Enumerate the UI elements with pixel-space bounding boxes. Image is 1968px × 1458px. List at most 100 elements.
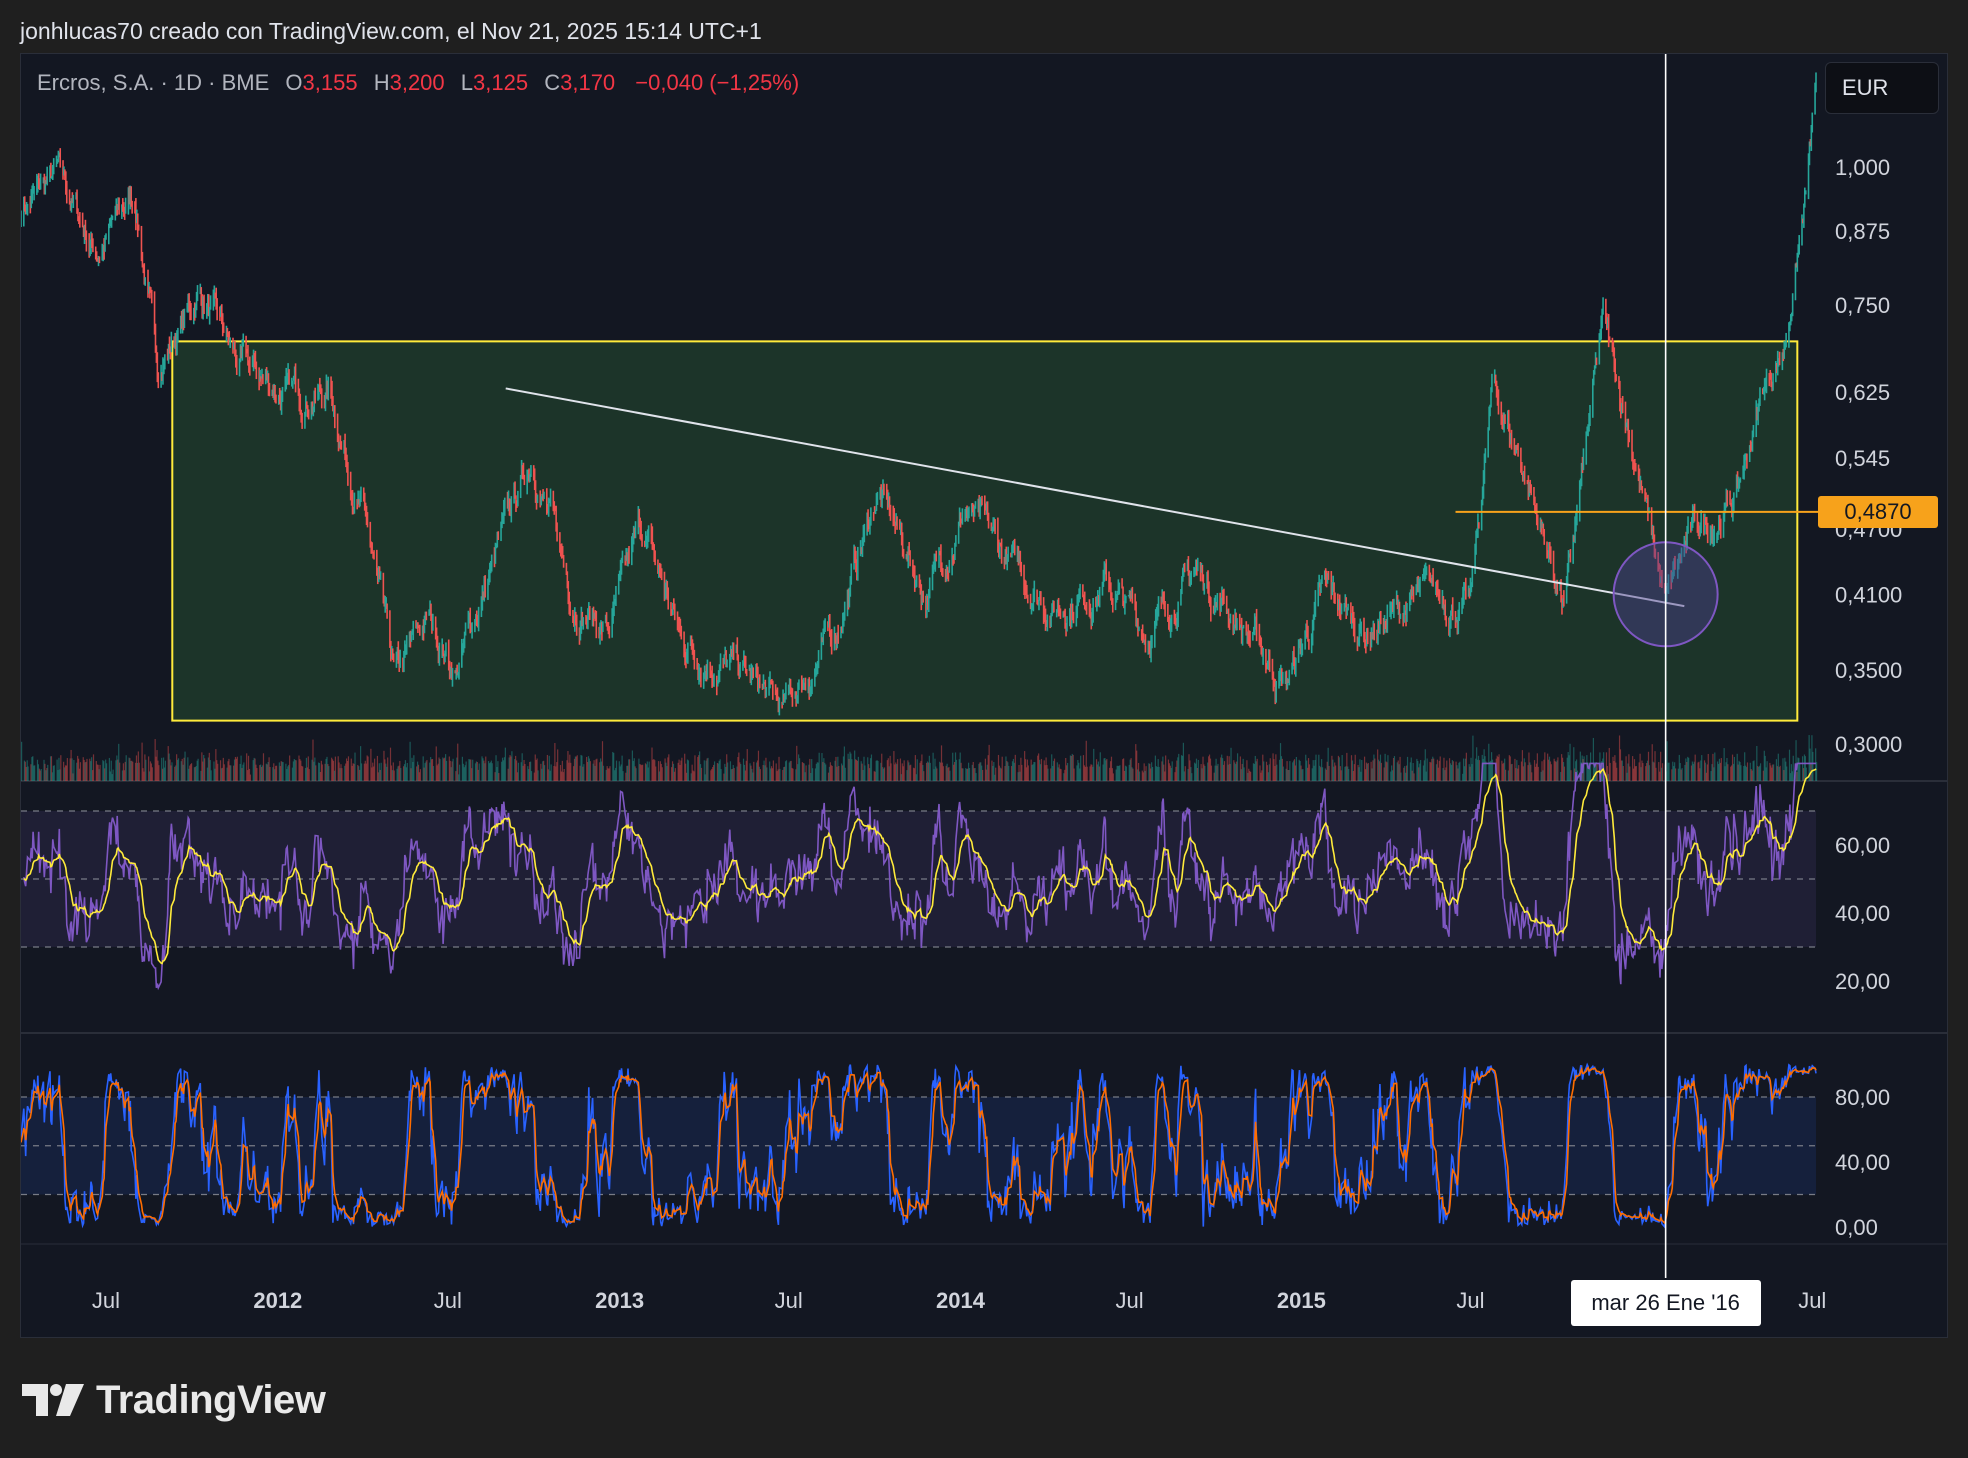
volume-bar bbox=[1005, 756, 1007, 781]
volume-bar bbox=[1442, 768, 1444, 781]
volume-bar bbox=[829, 762, 831, 781]
volume-bar bbox=[162, 757, 165, 781]
volume-bar bbox=[320, 760, 322, 781]
volume-bar bbox=[955, 759, 958, 781]
volume-bar bbox=[409, 741, 411, 781]
volume-bar bbox=[308, 769, 310, 781]
volume-bar bbox=[331, 759, 334, 781]
low-value: 3,125 bbox=[473, 70, 529, 95]
volume-bar bbox=[1605, 752, 1608, 781]
volume-bar bbox=[1093, 748, 1095, 781]
volume-bar bbox=[595, 759, 597, 781]
volume-bar bbox=[1450, 764, 1453, 781]
volume-bar bbox=[680, 760, 682, 781]
volume-bar bbox=[435, 746, 437, 781]
volume-bar bbox=[314, 757, 316, 781]
volume-bar bbox=[1788, 749, 1791, 781]
volume-bar bbox=[462, 763, 464, 781]
volume-bar bbox=[301, 765, 303, 781]
tradingview-logo[interactable]: TradingView bbox=[22, 1370, 326, 1430]
volume-bar bbox=[217, 763, 219, 781]
volume-bar bbox=[490, 760, 492, 781]
volume-bar bbox=[1452, 761, 1454, 781]
volume-bar bbox=[1217, 763, 1219, 781]
volume-bar bbox=[1161, 761, 1163, 781]
volume-bar bbox=[1167, 759, 1170, 781]
volume-bar bbox=[1746, 762, 1749, 781]
volume-bar bbox=[1262, 754, 1264, 781]
volume-bar bbox=[766, 767, 768, 781]
volume-bar bbox=[1429, 761, 1431, 781]
volume-bar bbox=[635, 768, 637, 781]
volume-bar bbox=[1542, 770, 1544, 781]
volume-bar bbox=[1514, 758, 1516, 781]
volume-bar bbox=[1719, 762, 1722, 781]
volume-bar bbox=[1386, 762, 1388, 781]
chart-frame[interactable]: 1,000 0,875 0,750 0,625 0,545 0,4700 0,4100 0,3… bbox=[20, 53, 1948, 1338]
volume-bar bbox=[785, 760, 788, 781]
volume-bar bbox=[818, 752, 820, 781]
chart-attribution: jonhlucas70 creado con TradingView.com, … bbox=[20, 18, 762, 44]
volume-bar bbox=[1485, 761, 1487, 781]
volume-bar bbox=[430, 757, 432, 781]
volume-bar bbox=[1505, 769, 1507, 781]
volume-bar bbox=[1069, 755, 1071, 781]
volume-bar bbox=[1209, 758, 1212, 781]
volume-bar bbox=[445, 754, 447, 781]
volume-bar bbox=[1138, 771, 1141, 781]
volume-bar bbox=[1517, 768, 1519, 781]
volume-bar bbox=[99, 764, 101, 781]
volume-bar bbox=[1615, 762, 1617, 781]
volume-bar bbox=[366, 755, 368, 781]
volume-bar bbox=[477, 769, 479, 781]
volume-bar bbox=[1275, 754, 1277, 781]
volume-bar bbox=[653, 759, 655, 781]
volume-bar bbox=[567, 751, 569, 781]
volume-bar bbox=[333, 770, 336, 781]
volume-bar bbox=[945, 765, 947, 781]
volume-bar bbox=[958, 759, 960, 781]
volume-bar bbox=[757, 750, 760, 781]
volume-bar bbox=[485, 756, 487, 781]
volume-bar bbox=[589, 761, 591, 781]
volume-bar bbox=[1163, 764, 1165, 781]
volume-bar bbox=[731, 768, 733, 781]
volume-bar bbox=[164, 760, 167, 781]
volume-bar bbox=[1321, 767, 1324, 781]
volume-bar bbox=[1482, 758, 1484, 781]
volume-bar bbox=[586, 756, 588, 781]
volume-bar bbox=[764, 765, 766, 781]
volume-bar bbox=[982, 769, 984, 781]
volume-bar bbox=[634, 766, 636, 781]
volume-bar bbox=[1006, 760, 1008, 781]
volume-bar bbox=[887, 758, 889, 781]
volume-bar bbox=[144, 754, 146, 781]
volume-bar bbox=[138, 762, 140, 781]
volume-bar bbox=[1592, 737, 1594, 781]
volume-bar bbox=[56, 759, 58, 781]
volume-bar bbox=[929, 762, 931, 781]
chart-canvas[interactable]: 1,0000,8750,7500,6250,5450,47000,41000,3… bbox=[21, 54, 1947, 1337]
symbol-label[interactable]: Ercros, S.A. · 1D · BME bbox=[37, 70, 270, 95]
volume-bar bbox=[1782, 758, 1784, 781]
volume-bar bbox=[207, 757, 209, 781]
volume-bar bbox=[59, 769, 61, 781]
volume-bar bbox=[1001, 756, 1003, 781]
volume-bar bbox=[542, 761, 544, 781]
volume-bar bbox=[334, 756, 336, 781]
volume-bar bbox=[1608, 747, 1610, 781]
volume-bar bbox=[1470, 757, 1472, 781]
volume-bar bbox=[167, 746, 169, 781]
volume-bar bbox=[1750, 769, 1752, 781]
volume-bar bbox=[756, 760, 759, 781]
volume-bar bbox=[838, 765, 840, 781]
volume-bar bbox=[686, 759, 689, 781]
volume-bar bbox=[488, 763, 491, 781]
volume-bar bbox=[1256, 758, 1258, 781]
volume-bar bbox=[1524, 762, 1526, 781]
volume-bar bbox=[1647, 751, 1650, 781]
volume-bar bbox=[202, 761, 204, 781]
currency-button[interactable]: EUR bbox=[1825, 62, 1939, 114]
price-tick-label: 0,625 bbox=[1835, 380, 1890, 405]
volume-bar bbox=[1809, 748, 1811, 781]
